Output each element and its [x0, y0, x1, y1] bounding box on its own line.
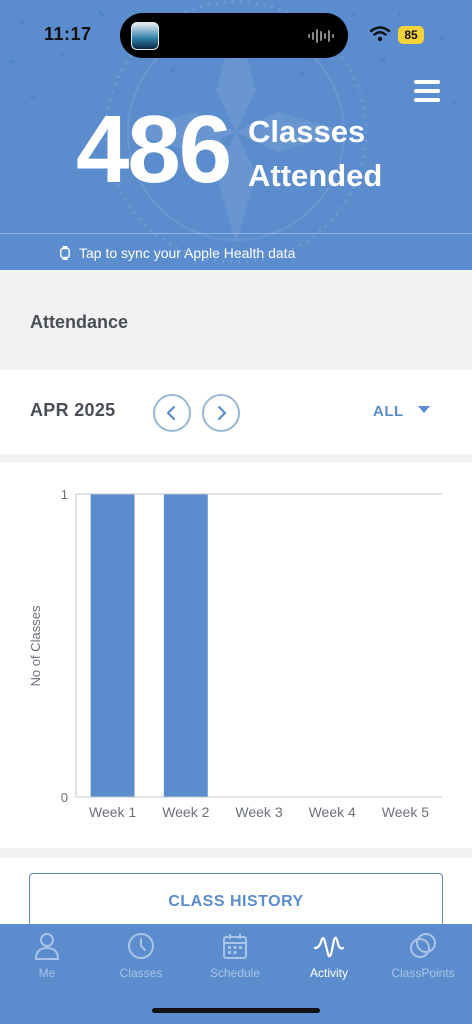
- status-time: 11:17: [44, 24, 92, 44]
- hero-banner: 11:17 85 486 C: [0, 0, 472, 270]
- sync-health-text: Tap to sync your Apple Health data: [79, 245, 296, 261]
- dynamic-island[interactable]: [120, 13, 348, 58]
- month-label: APR 2025: [30, 400, 116, 420]
- x-tick-label: Week 1: [89, 804, 136, 820]
- home-indicator: [152, 1008, 320, 1013]
- tab-me-label: Me: [38, 966, 56, 980]
- attendance-chart: 0 1 Week 1 Week 2 Week 3 Week 4 Week 5 No of …: [0, 462, 472, 848]
- bottom-tab-bar: Me Classes Schedule Activity: [0, 924, 472, 1024]
- x-tick-label: Week 3: [235, 804, 282, 820]
- x-tick-label: Week 2: [162, 804, 209, 820]
- tab-me[interactable]: Me: [0, 932, 94, 992]
- apple-health-sync-bar[interactable]: Tap to sync your Apple Health data: [0, 233, 472, 270]
- clock-icon: [128, 933, 154, 959]
- tab-classes[interactable]: Classes: [94, 932, 188, 992]
- tab-classes-label: Classes: [119, 966, 163, 980]
- mandala-background-decoration: [10, 0, 459, 264]
- now-playing-app-icon: [131, 22, 159, 50]
- battery-indicator: 85: [398, 26, 424, 44]
- attendance-bar-chart-svg: 0 1 Week 1 Week 2 Week 3 Week 4 Week 5 No of …: [28, 487, 442, 820]
- month-selector-row: APR 2025 ALL: [0, 370, 472, 454]
- activity-wave-icon: [314, 936, 344, 958]
- label-line-1: Classes: [248, 114, 366, 149]
- classes-attended-label: Classes Attended: [248, 110, 382, 198]
- tab-activity[interactable]: Activity: [282, 932, 376, 992]
- class-history-section: CLASS HISTORY: [0, 858, 472, 931]
- tab-activity-label: Activity: [309, 966, 348, 980]
- chevron-left-icon: [166, 405, 176, 421]
- watch-icon: [60, 246, 70, 260]
- tab-schedule-label: Schedule: [209, 966, 261, 980]
- attendance-title: Attendance: [30, 312, 129, 332]
- tab-classpoints[interactable]: ClassPoints: [376, 932, 470, 992]
- label-line-2: Attended: [248, 158, 383, 193]
- hamburger-menu-icon[interactable]: [414, 80, 440, 104]
- next-month-button[interactable]: [202, 394, 240, 432]
- class-history-button[interactable]: CLASS HISTORY: [29, 873, 443, 931]
- x-tick-label: Week 4: [309, 804, 356, 820]
- previous-month-button[interactable]: [153, 394, 191, 432]
- calendar-icon: [223, 934, 247, 959]
- y-tick-label: 1: [61, 487, 68, 502]
- filter-dropdown[interactable]: ALL: [373, 403, 404, 420]
- status-bar: 11:17 85: [0, 0, 472, 70]
- x-tick-label: Week 5: [382, 804, 429, 820]
- attendance-section: Attendance: [0, 270, 472, 370]
- y-axis-label: No of Classes: [28, 605, 43, 686]
- person-icon: [34, 933, 60, 960]
- y-tick-label: 0: [61, 790, 68, 805]
- tab-classpoints-label: ClassPoints: [391, 966, 455, 980]
- points-icon: [410, 933, 436, 958]
- audio-waveform-icon: [308, 29, 334, 43]
- tab-schedule[interactable]: Schedule: [188, 932, 282, 992]
- classes-attended-count: 486: [76, 96, 232, 203]
- caret-down-icon[interactable]: [418, 406, 430, 414]
- bar-week-2: [163, 494, 208, 797]
- bar-week-1: [90, 494, 135, 797]
- chevron-right-icon: [217, 405, 227, 421]
- wifi-icon: [370, 26, 390, 42]
